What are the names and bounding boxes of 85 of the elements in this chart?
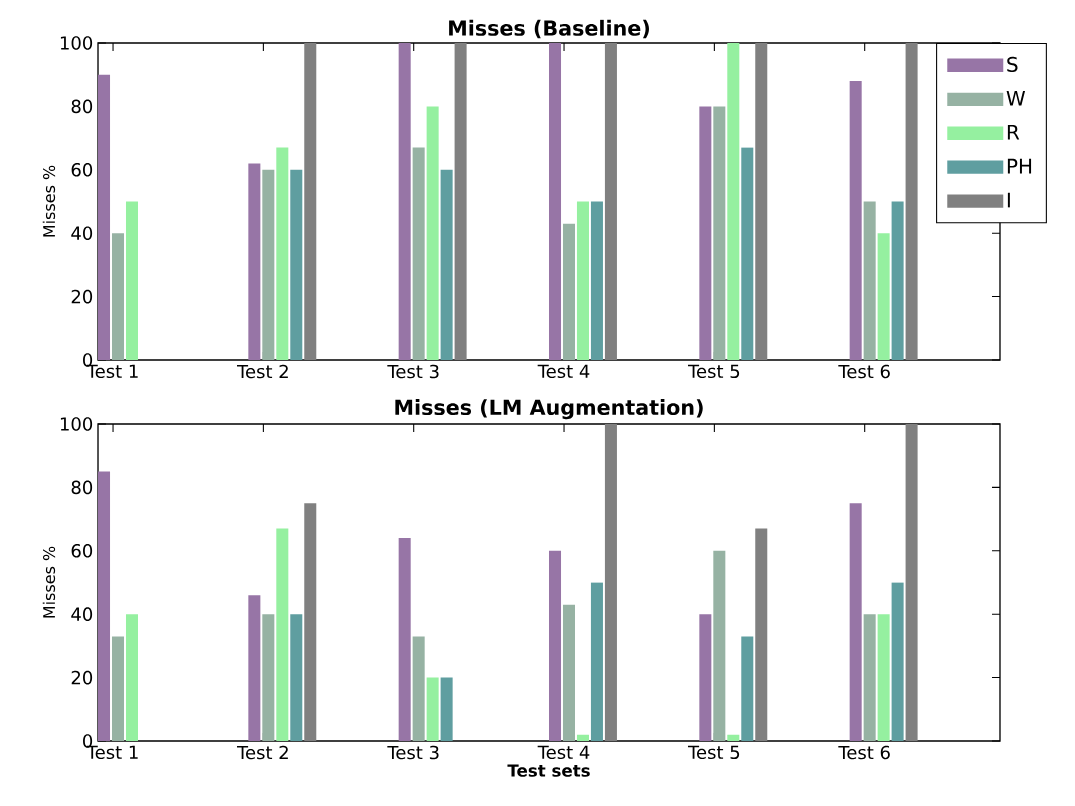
legend-label: I bbox=[1007, 192, 1010, 208]
bar bbox=[562, 604, 576, 741]
legend-label: PH bbox=[1007, 158, 1032, 174]
y-tick-label: 40 bbox=[71, 607, 93, 621]
bar bbox=[549, 550, 562, 741]
bar bbox=[849, 503, 862, 741]
bar bbox=[248, 163, 261, 360]
y-tick-label: 40 bbox=[71, 226, 93, 240]
bar bbox=[891, 201, 904, 360]
y-axis-title: Misses % bbox=[42, 165, 56, 237]
bar bbox=[125, 201, 138, 360]
bar bbox=[604, 423, 617, 741]
x-tick-label: Test 6 bbox=[838, 364, 890, 379]
bar bbox=[98, 74, 111, 360]
x-tick-label: Test 5 bbox=[687, 364, 740, 379]
bar bbox=[877, 233, 890, 360]
bar bbox=[111, 233, 125, 360]
chart-title: Misses (LM Augmentation) bbox=[395, 399, 703, 420]
bar bbox=[262, 169, 275, 360]
bar bbox=[426, 677, 439, 741]
y-tick-label: 60 bbox=[71, 162, 93, 177]
bar bbox=[905, 42, 918, 360]
bar bbox=[412, 636, 425, 741]
bar bbox=[755, 42, 768, 360]
bar bbox=[111, 636, 125, 741]
legend-label: W bbox=[1006, 91, 1026, 106]
bar bbox=[98, 471, 111, 741]
y-tick-label: 100 bbox=[60, 417, 93, 431]
bar bbox=[549, 42, 562, 360]
x-tick-label: Test 5 bbox=[687, 745, 740, 760]
bar bbox=[562, 223, 576, 360]
bar bbox=[741, 636, 754, 741]
chart-title: Misses (Baseline) bbox=[449, 19, 649, 39]
bar bbox=[248, 595, 261, 741]
bar bbox=[276, 528, 289, 741]
bar bbox=[905, 423, 918, 741]
bar bbox=[863, 201, 876, 360]
bar bbox=[576, 734, 589, 741]
bar bbox=[713, 550, 726, 741]
x-tick-label: Test 2 bbox=[237, 364, 288, 379]
bar bbox=[454, 42, 467, 360]
bar bbox=[304, 42, 317, 360]
bar bbox=[125, 614, 138, 741]
bar bbox=[699, 106, 712, 360]
bar bbox=[699, 614, 712, 741]
x-tick-label: Test 4 bbox=[537, 745, 590, 760]
bar bbox=[398, 538, 411, 741]
x-tick-label: Test 2 bbox=[237, 745, 288, 760]
bar bbox=[412, 147, 425, 360]
y-axis-title: Misses % bbox=[42, 546, 56, 618]
y-tick-label: 20 bbox=[71, 670, 93, 685]
bar bbox=[755, 528, 768, 741]
x-axis-title: Test sets bbox=[507, 764, 590, 777]
bar bbox=[440, 169, 453, 360]
bar bbox=[891, 582, 904, 741]
bar bbox=[604, 42, 617, 360]
bar bbox=[863, 614, 876, 741]
x-tick-label: Test 3 bbox=[387, 364, 439, 379]
y-tick-label: 60 bbox=[71, 543, 93, 558]
bar bbox=[304, 503, 317, 741]
y-tick-label: 80 bbox=[71, 480, 93, 495]
bar bbox=[262, 614, 275, 741]
bar bbox=[440, 677, 453, 741]
bar bbox=[276, 147, 289, 360]
bar bbox=[576, 201, 589, 360]
x-tick-label: Test 3 bbox=[387, 745, 439, 760]
x-tick-label: Test 4 bbox=[537, 364, 590, 379]
y-tick-label: 80 bbox=[71, 99, 93, 114]
bar bbox=[426, 106, 439, 360]
x-tick-label: Test 6 bbox=[838, 745, 890, 760]
bar bbox=[290, 169, 303, 360]
y-tick-label: 20 bbox=[71, 289, 93, 304]
bar bbox=[290, 614, 303, 741]
bar bbox=[877, 614, 890, 741]
legend-label: S bbox=[1007, 56, 1018, 72]
bar bbox=[590, 582, 603, 741]
bar bbox=[713, 106, 726, 360]
bar bbox=[727, 42, 740, 360]
bar bbox=[727, 734, 740, 741]
bar bbox=[741, 147, 754, 360]
bar bbox=[590, 201, 603, 360]
bar bbox=[849, 81, 862, 360]
y-tick-label: 100 bbox=[60, 36, 93, 50]
bar bbox=[398, 42, 411, 360]
legend-label: R bbox=[1007, 124, 1020, 140]
